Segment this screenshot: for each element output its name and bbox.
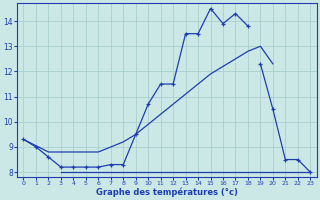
X-axis label: Graphe des températures (°c): Graphe des températures (°c) <box>96 187 238 197</box>
